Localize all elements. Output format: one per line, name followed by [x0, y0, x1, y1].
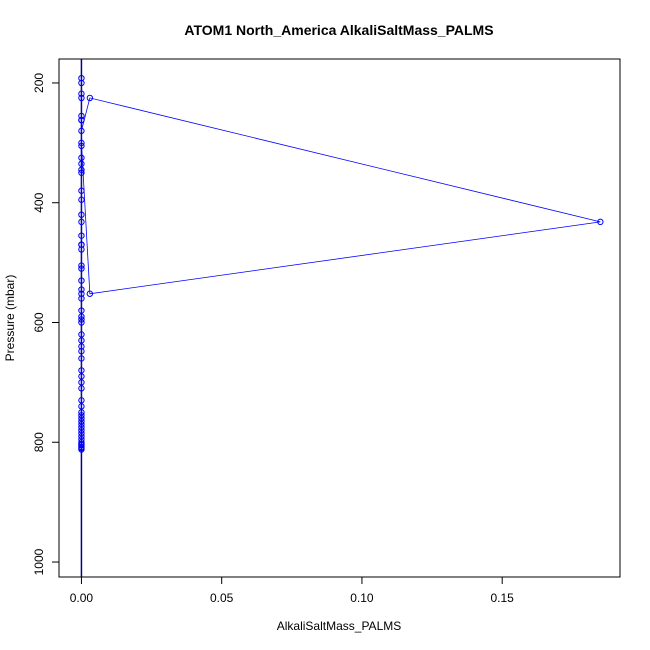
- data-point: [78, 112, 85, 120]
- data-point: [78, 79, 85, 87]
- x-tick-label: 0.10: [350, 591, 374, 605]
- y-tick-label: 200: [32, 73, 46, 93]
- data-point: [78, 313, 85, 320]
- chart-title: ATOM1 North_America AlkaliSaltMass_PALMS: [184, 22, 493, 38]
- y-tick-label: 600: [32, 312, 46, 332]
- data-point: [78, 415, 85, 422]
- data-point: [78, 169, 85, 176]
- data-point: [86, 94, 94, 102]
- x-tick-label: 0.05: [210, 591, 234, 605]
- x-tick-label: 0.15: [491, 591, 515, 605]
- data-point: [78, 187, 85, 194]
- data-point: [78, 196, 85, 203]
- data-point: [78, 427, 85, 434]
- data-point: [78, 433, 85, 440]
- data-point: [78, 74, 85, 82]
- data-point: [78, 94, 85, 102]
- y-tick-label: 400: [32, 192, 46, 212]
- data-point: [78, 160, 85, 167]
- data-point: [78, 424, 85, 431]
- data-point: [78, 436, 85, 443]
- data-point: [78, 290, 85, 297]
- data-point: [78, 262, 85, 269]
- data-point: [78, 90, 85, 97]
- data-point: [78, 379, 85, 386]
- data-point: [78, 412, 85, 419]
- data-point: [78, 348, 85, 355]
- data-point: [78, 343, 85, 350]
- data-point: [78, 166, 85, 173]
- data-point: [78, 403, 85, 410]
- data-point: [78, 439, 85, 446]
- data-point: [78, 154, 85, 162]
- data-point: [78, 418, 85, 425]
- data-point: [78, 316, 85, 323]
- data-point: [78, 265, 85, 272]
- data-point: [78, 373, 85, 380]
- data-point: [78, 218, 85, 226]
- data-point: [78, 430, 85, 437]
- data-point: [78, 277, 85, 284]
- x-axis: 0.00 0.05 0.10 0.15: [70, 576, 515, 605]
- data-point: [78, 232, 85, 239]
- data-point: [78, 211, 85, 218]
- data-point: [78, 142, 85, 150]
- plot-area: [78, 59, 604, 577]
- data-point: [78, 139, 85, 147]
- data-point: [78, 367, 85, 374]
- y-tick-label: 800: [32, 432, 46, 452]
- data-point: [78, 337, 85, 344]
- data-point: [78, 397, 85, 404]
- data-point: [78, 421, 85, 428]
- data-point: [78, 319, 85, 326]
- data-point: [78, 446, 85, 453]
- data-point: [78, 116, 85, 124]
- data-point: [78, 241, 85, 248]
- data-point: [78, 246, 85, 253]
- data-point: [78, 307, 85, 314]
- data-point: [86, 290, 94, 297]
- data-point: [78, 385, 85, 392]
- data-point: [78, 127, 85, 135]
- data-point: [78, 442, 85, 449]
- y-axis: 200 400 600 800 1000: [32, 73, 60, 575]
- x-tick-label: 0.00: [70, 591, 94, 605]
- y-axis-label: Pressure (mbar): [3, 275, 17, 362]
- x-axis-label: AlkaliSaltMass_PALMS: [277, 619, 402, 633]
- data-point: [78, 409, 85, 416]
- data-point: [78, 286, 85, 293]
- data-point: [78, 355, 85, 362]
- data-point: [78, 295, 85, 302]
- data-point: [597, 218, 604, 226]
- data-point: [78, 331, 85, 338]
- y-tick-label: 1000: [32, 548, 46, 575]
